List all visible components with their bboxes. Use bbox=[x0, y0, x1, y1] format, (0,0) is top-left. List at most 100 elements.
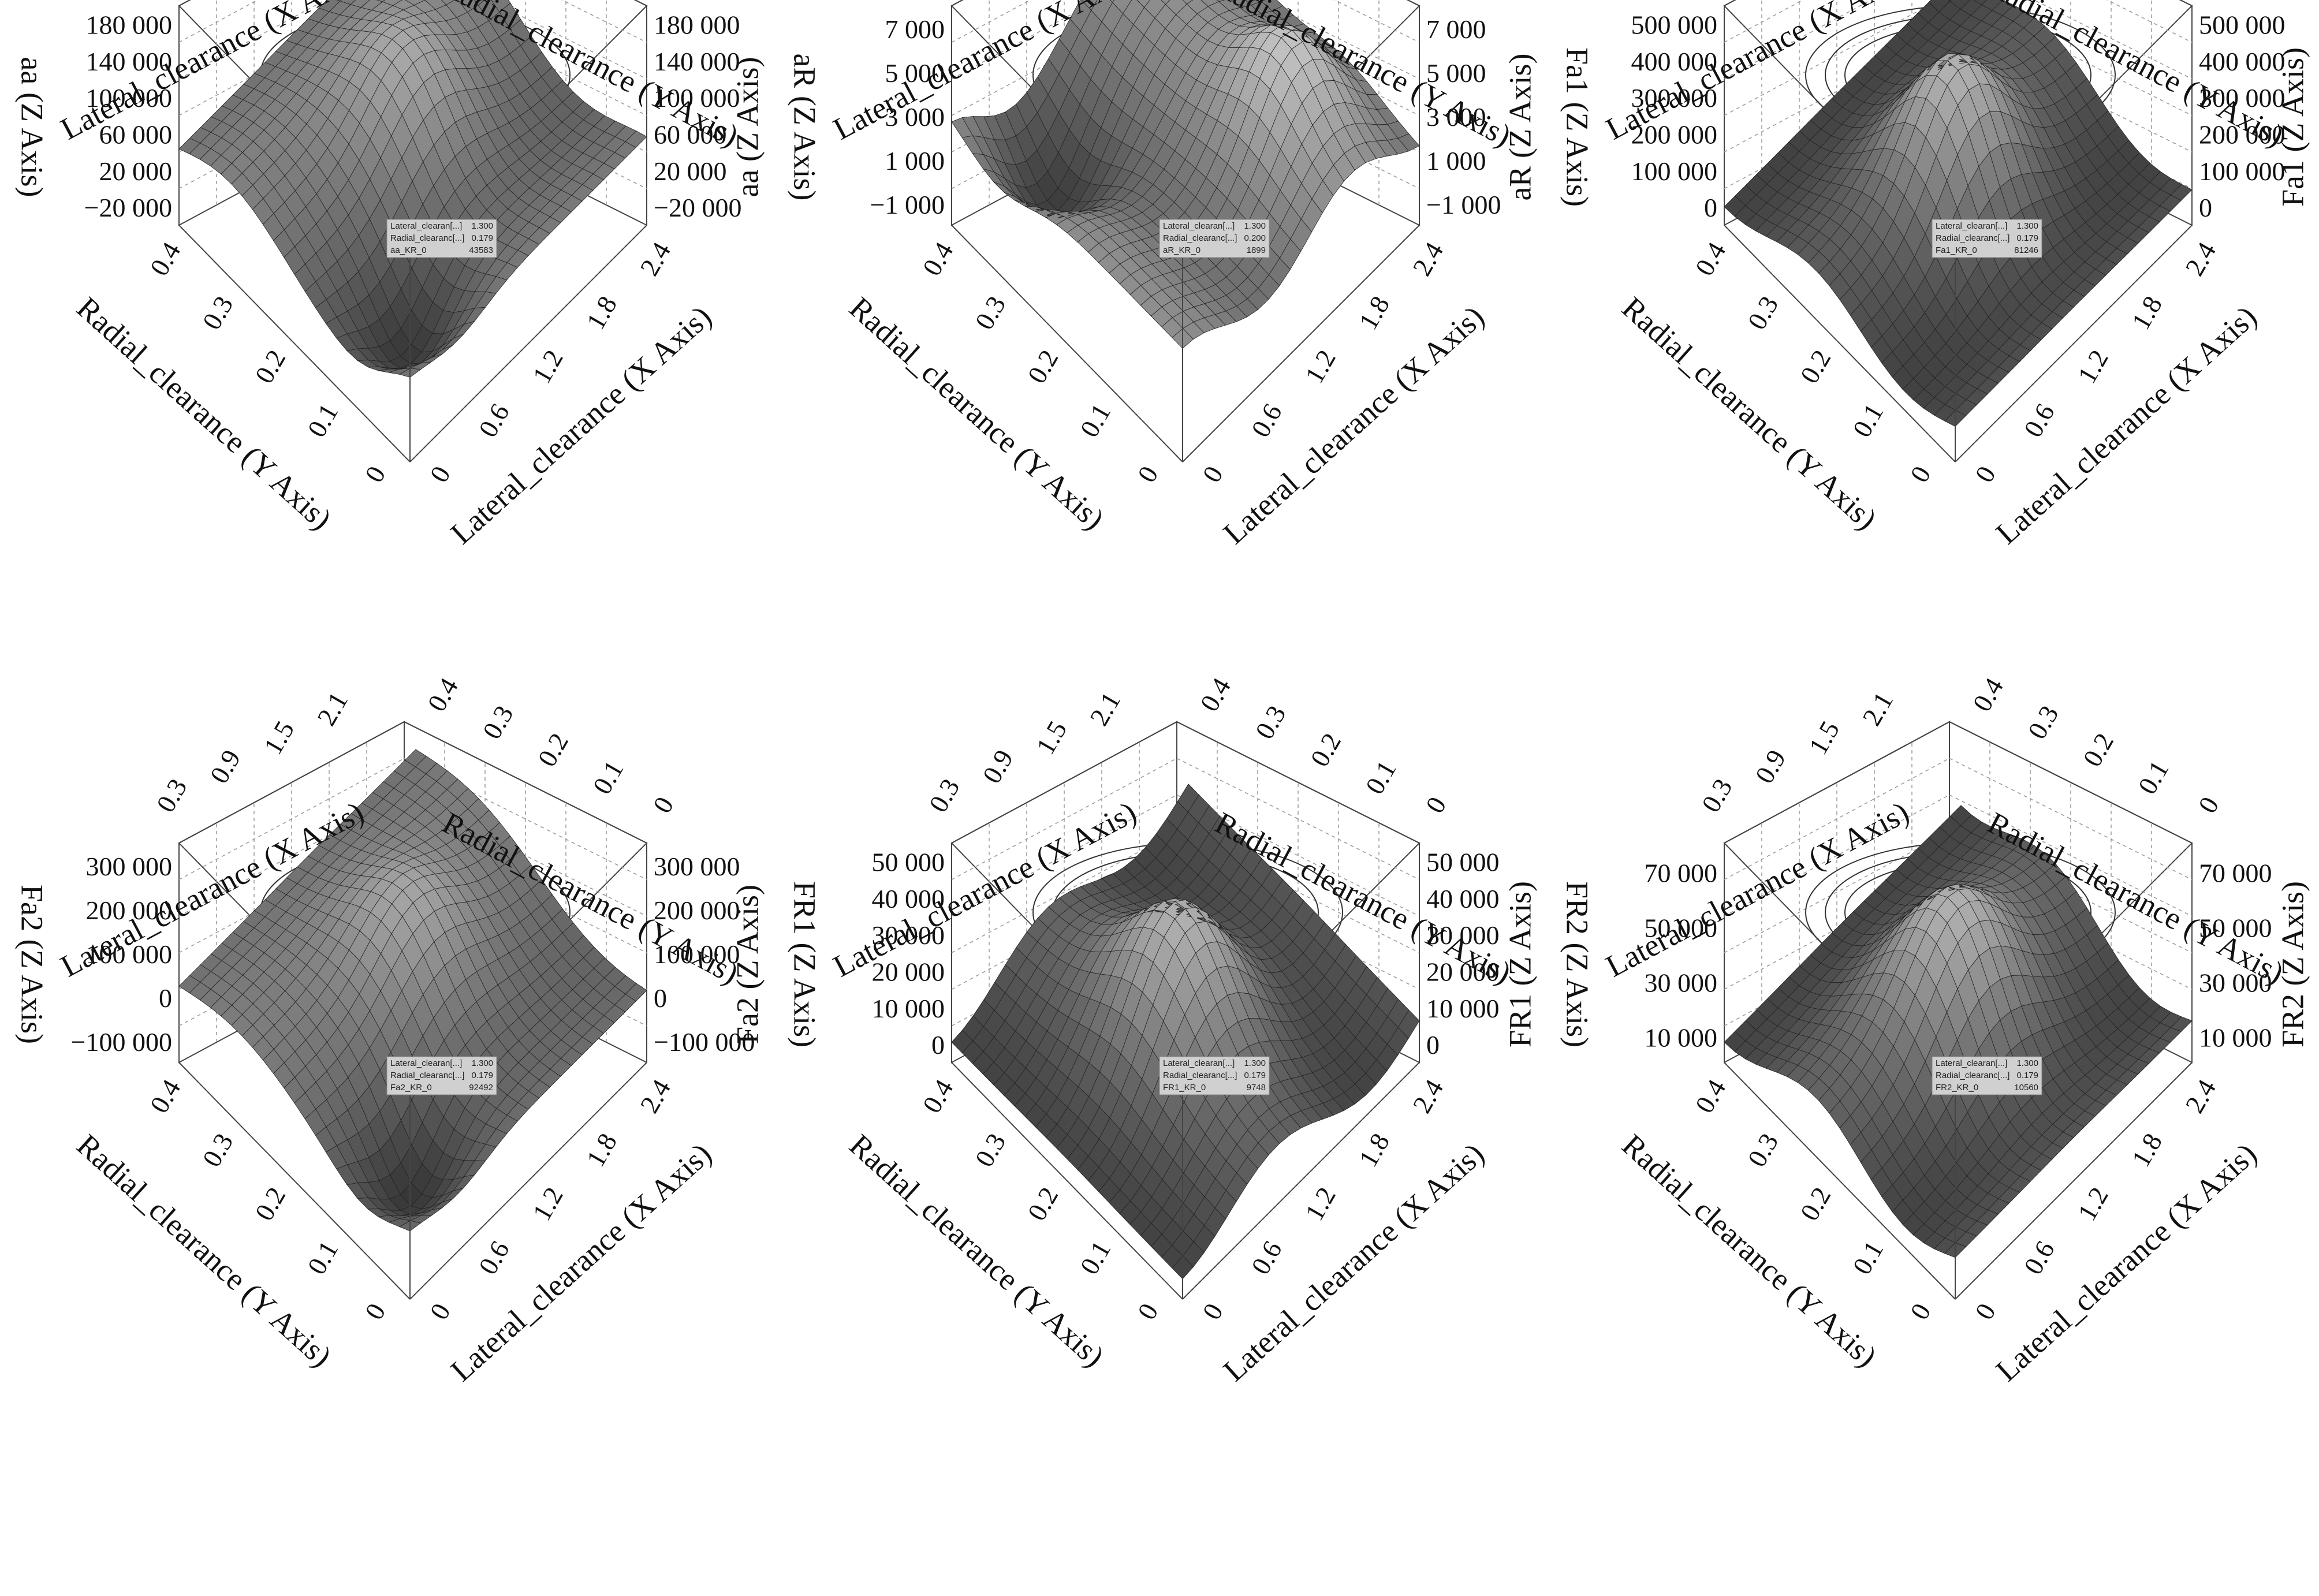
z-tick-left: 100 000 bbox=[86, 939, 173, 969]
tooltip-value: 1.300 bbox=[471, 221, 493, 231]
x-tick-bottom: 2.4 bbox=[1407, 237, 1449, 281]
tooltip-value: 1.300 bbox=[471, 1058, 493, 1068]
surface-cell bbox=[2170, 1016, 2193, 1032]
cube-edge bbox=[178, 1062, 411, 1300]
x-tick-bottom: 1.8 bbox=[1353, 291, 1395, 334]
cube-edge bbox=[1955, 1062, 2193, 1300]
x-tick-bottom: 1.8 bbox=[580, 291, 622, 334]
z-tick-right: −100 000 bbox=[654, 1027, 755, 1057]
x-tick-bottom: 1.8 bbox=[580, 1128, 622, 1172]
x-tick-bottom: 0 bbox=[1969, 1298, 2001, 1324]
tooltip-value: 43583 bbox=[469, 245, 493, 255]
y-tick-bottom: 0.3 bbox=[1742, 291, 1784, 334]
tooltip-key: Radial_clearanc[...] bbox=[390, 233, 464, 243]
tooltip-value: 92492 bbox=[469, 1083, 493, 1092]
y-tick-bottom: 0 bbox=[1132, 461, 1164, 487]
z-tick-left: 7 000 bbox=[885, 14, 945, 44]
y-tick-bottom: 0.3 bbox=[970, 1128, 1012, 1172]
z-tick-left: −1 000 bbox=[870, 190, 945, 219]
x-tick-bottom: 0.6 bbox=[2018, 1236, 2060, 1279]
surface-cell bbox=[1112, 0, 1132, 14]
grid-line bbox=[1724, 0, 1804, 43]
z-tick-left: 300 000 bbox=[1631, 83, 1718, 113]
x-tick-top: 0.9 bbox=[977, 745, 1019, 788]
tooltip-value: 0.179 bbox=[471, 233, 493, 243]
z-tick-left: 50 000 bbox=[1645, 913, 1718, 943]
grid-line bbox=[1724, 795, 1950, 917]
z-axis-title-right: Fa1 (Z Axis) bbox=[2275, 47, 2310, 207]
z-tick-left: 180 000 bbox=[86, 10, 173, 40]
x-tick-bottom: 1.2 bbox=[2072, 345, 2114, 388]
y-tick-bottom: 0.2 bbox=[1021, 1182, 1064, 1225]
x-tick-top: 0.3 bbox=[1696, 774, 1738, 817]
x-tick-bottom: 0 bbox=[424, 1298, 456, 1324]
z-tick-right: 3 000 bbox=[1426, 102, 1486, 132]
x-tick-bottom: 0.6 bbox=[2018, 398, 2060, 442]
grid-line bbox=[178, 0, 259, 43]
x-tick-top: 0.9 bbox=[1750, 745, 1792, 788]
surface-cell bbox=[474, 0, 485, 6]
cube-edge bbox=[1182, 1062, 1420, 1300]
z-tick-left: 0 bbox=[1704, 193, 1717, 222]
y-tick-top: 0.1 bbox=[1360, 756, 1402, 799]
z-tick-right: 180 000 bbox=[654, 10, 740, 40]
response-surface bbox=[1724, 0, 2193, 427]
y-tick-bottom: 0.4 bbox=[917, 1075, 959, 1118]
tooltip-key: FR1_KR_0 bbox=[1163, 1083, 1206, 1092]
z-tick-right: 70 000 bbox=[2199, 859, 2272, 888]
grid-line bbox=[1724, 0, 1940, 116]
y-tick-bottom: 0.1 bbox=[1074, 1236, 1116, 1279]
y-tick-top: 0.2 bbox=[1304, 728, 1347, 771]
z-tick-left: 50 000 bbox=[872, 848, 945, 877]
tooltip-key: Fa2_KR_0 bbox=[390, 1083, 432, 1092]
tooltip-box bbox=[1932, 1056, 2042, 1095]
x-tick-bottom: 0.6 bbox=[1246, 1236, 1288, 1279]
z-tick-left: 20 000 bbox=[872, 957, 945, 987]
y-tick-bottom: 0.2 bbox=[1794, 345, 1836, 388]
z-tick-left: 3 000 bbox=[885, 102, 945, 132]
x-tick-bottom: 1.2 bbox=[1299, 345, 1341, 388]
x-tick-bottom: 2.4 bbox=[2179, 237, 2221, 281]
y-tick-bottom: 0.2 bbox=[249, 345, 291, 388]
x-tick-top: 1.5 bbox=[1030, 716, 1072, 759]
grid-line bbox=[1724, 30, 1950, 152]
z-tick-left: 500 000 bbox=[1631, 10, 1718, 40]
y-tick-bottom: 0 bbox=[359, 1298, 392, 1324]
z-tick-left: 200 000 bbox=[1631, 120, 1718, 150]
tooltip-box bbox=[1159, 1056, 1270, 1095]
z-tick-left: 5 000 bbox=[885, 58, 945, 88]
z-axis-title-right: aR (Z Axis) bbox=[1502, 54, 1537, 201]
tooltip-key: Lateral_clearan[...] bbox=[1936, 221, 2007, 231]
tooltip-key: Radial_clearanc[...] bbox=[1936, 233, 2009, 243]
x-tick-bottom: 0.6 bbox=[473, 1236, 515, 1279]
tooltip-value: 9748 bbox=[1247, 1083, 1266, 1092]
grid-line bbox=[178, 758, 405, 880]
tooltip-value: 0.179 bbox=[471, 1071, 493, 1080]
tooltip-box bbox=[386, 1056, 497, 1095]
y-tick-bottom: 0 bbox=[1904, 461, 1937, 487]
grid-line bbox=[178, 795, 405, 917]
response-surface bbox=[178, 0, 647, 378]
z-tick-left: 30 000 bbox=[872, 920, 945, 950]
value-tooltip: Lateral_clearan[...] 1.300 Radial_clearanc… bbox=[1932, 219, 2042, 258]
z-tick-right: −20 000 bbox=[654, 193, 741, 222]
y-tick-top: 0.4 bbox=[422, 673, 464, 716]
tooltip-value: 0.179 bbox=[2016, 1071, 2038, 1080]
grid-line bbox=[951, 795, 1177, 917]
z-axis-title-left: aR (Z Axis) bbox=[788, 54, 822, 201]
z-axis-title-right: Fa2 (Z Axis) bbox=[730, 885, 765, 1044]
y-tick-top: 0.3 bbox=[1250, 700, 1292, 744]
z-tick-left: 1 000 bbox=[885, 146, 945, 176]
tooltip-value: 0.179 bbox=[2016, 233, 2038, 243]
tooltip-key: Fa1_KR_0 bbox=[1936, 245, 1977, 255]
z-tick-left: 200 000 bbox=[86, 896, 173, 925]
z-axis-title-left: FR2 (Z Axis) bbox=[1560, 881, 1595, 1047]
tooltip-value: 1899 bbox=[1247, 245, 1266, 255]
z-tick-left: 20 000 bbox=[99, 156, 173, 186]
y-tick-bottom: 0.4 bbox=[144, 237, 187, 281]
x-tick-bottom: 0 bbox=[424, 461, 456, 487]
x-tick-bottom: 1.8 bbox=[2126, 291, 2168, 334]
surface-cell bbox=[2170, 184, 2193, 201]
grid-line bbox=[951, 831, 1177, 953]
z-tick-right: 100 000 bbox=[654, 939, 740, 969]
